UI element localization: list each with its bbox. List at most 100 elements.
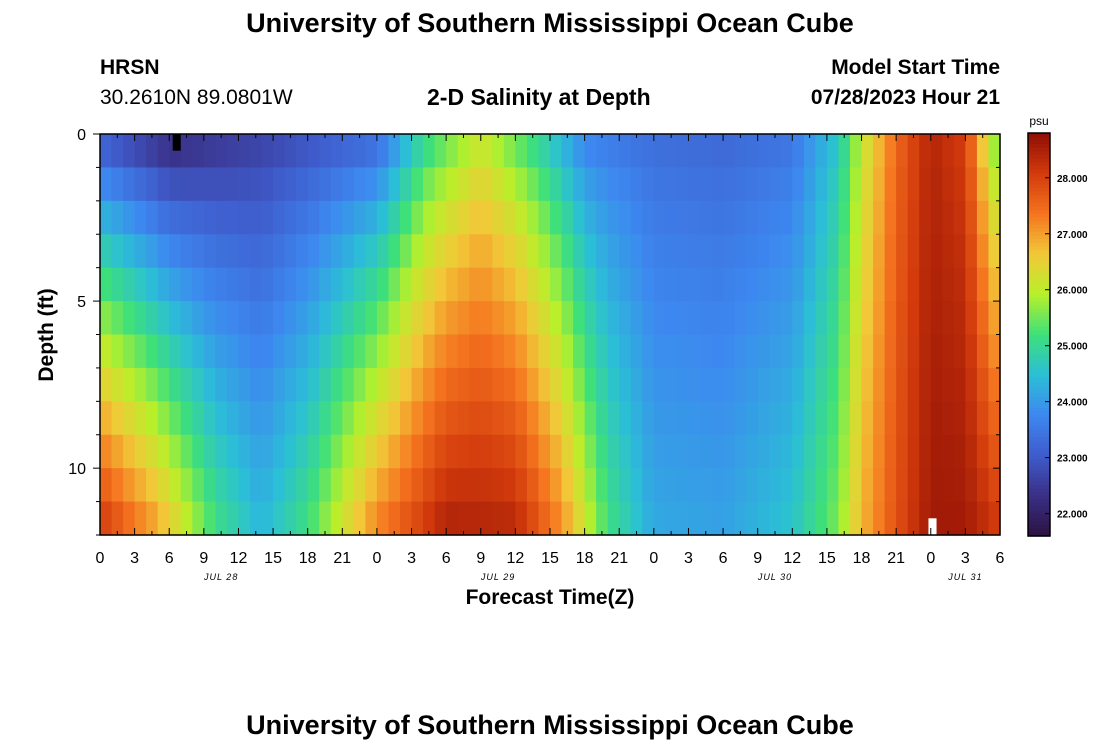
x-tick-label: 0 <box>372 550 381 567</box>
heat-cell <box>157 501 170 536</box>
heat-cell <box>619 301 632 336</box>
heat-cell <box>376 301 390 336</box>
heat-cell <box>296 468 309 503</box>
heat-cell <box>988 468 1001 503</box>
heat-cell <box>942 401 955 436</box>
heat-cell <box>792 501 805 536</box>
heat-cell <box>226 334 240 369</box>
heat-cell <box>965 301 978 336</box>
heat-cell <box>226 200 240 235</box>
heat-cell <box>676 367 690 402</box>
heat-cell <box>353 234 366 269</box>
heat-cell <box>296 401 309 436</box>
heat-cell <box>400 200 413 235</box>
heat-cell <box>550 200 563 235</box>
heat-cell <box>561 134 574 169</box>
heat-cell <box>584 134 597 169</box>
heat-cell <box>538 134 551 169</box>
heat-cell <box>930 401 943 436</box>
heat-cell <box>561 234 574 269</box>
heat-cell <box>861 401 874 436</box>
heat-cell <box>526 134 540 169</box>
colorbar-segment <box>1028 250 1050 255</box>
heat-cell <box>250 401 263 436</box>
heat-cell <box>411 468 424 503</box>
heat-cell <box>919 334 932 369</box>
heat-cell <box>561 200 574 235</box>
heat-cell <box>907 301 920 336</box>
heat-cell <box>850 167 863 202</box>
heat-cell <box>492 301 505 336</box>
heat-cell <box>688 501 701 536</box>
heat-cell <box>850 334 863 369</box>
heat-cell <box>873 468 886 503</box>
heat-cell <box>100 200 113 235</box>
heat-cell <box>884 167 897 202</box>
colorbar-segment <box>1028 301 1050 306</box>
heat-cell <box>896 301 909 336</box>
heat-cell <box>965 501 978 536</box>
heat-cell <box>746 334 759 369</box>
heat-cell <box>434 134 447 169</box>
heat-cell <box>503 200 516 235</box>
heat-cell <box>734 334 747 369</box>
heat-cell <box>203 401 216 436</box>
colorbar-segment <box>1028 499 1050 504</box>
heat-cell <box>169 468 182 503</box>
heat-cell <box>353 367 366 402</box>
heat-cell <box>457 434 470 469</box>
heat-cell <box>180 501 193 536</box>
heat-cell <box>769 401 782 436</box>
heat-cell <box>503 234 516 269</box>
heat-cell <box>584 167 597 202</box>
heat-cell <box>665 334 678 369</box>
heat-cell <box>365 267 378 302</box>
heat-cell <box>146 267 159 302</box>
heat-cell <box>192 134 205 169</box>
heat-cell <box>803 434 816 469</box>
heat-cell <box>215 234 228 269</box>
heat-cell <box>700 200 713 235</box>
heat-cell <box>215 334 228 369</box>
heat-cell <box>653 200 666 235</box>
heat-cell <box>942 501 955 536</box>
heat-cell <box>400 301 413 336</box>
heat-cell <box>803 167 816 202</box>
heat-cell <box>123 234 136 269</box>
heat-cell <box>861 301 874 336</box>
heat-cell <box>365 401 378 436</box>
heat-cell <box>734 468 747 503</box>
heat-cell <box>469 167 482 202</box>
heat-cell <box>284 401 297 436</box>
heat-cell <box>700 468 713 503</box>
heat-cell <box>688 468 701 503</box>
heat-cell <box>457 167 470 202</box>
colorbar-tick-label: 28.000 <box>1057 174 1088 185</box>
heat-cell <box>850 301 863 336</box>
heat-cell <box>780 401 793 436</box>
heat-cell <box>896 401 909 436</box>
heat-cell <box>296 200 309 235</box>
heat-cell <box>526 301 540 336</box>
heat-cell <box>942 334 955 369</box>
plot-title: 2-D Salinity at Depth <box>427 84 651 110</box>
heat-cell <box>515 267 528 302</box>
colorbar-segment <box>1028 481 1050 486</box>
heat-cell <box>873 200 886 235</box>
heat-cell <box>180 167 193 202</box>
heat-cell <box>596 401 609 436</box>
heat-cell <box>411 134 424 169</box>
heat-cell <box>319 234 332 269</box>
heat-cell <box>261 334 274 369</box>
heat-cell <box>561 501 574 536</box>
heat-cell <box>838 301 851 336</box>
heat-cell <box>111 301 124 336</box>
heat-cell <box>746 401 759 436</box>
colorbar-segment <box>1028 242 1050 248</box>
heat-cell <box>226 267 240 302</box>
heat-cell <box>538 167 551 202</box>
heat-cell <box>134 234 147 269</box>
heat-cell <box>457 468 470 503</box>
heat-cell <box>146 334 159 369</box>
heat-cell <box>365 301 378 336</box>
